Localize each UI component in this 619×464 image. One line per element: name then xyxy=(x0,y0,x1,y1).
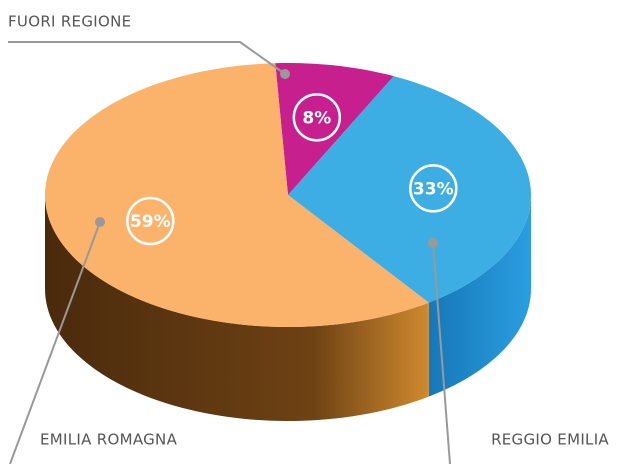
leader-dot xyxy=(95,217,105,227)
pie-side xyxy=(428,195,531,397)
leader-dot xyxy=(428,238,438,248)
leader-line xyxy=(9,221,101,464)
pie-side xyxy=(45,195,429,421)
pie-slice xyxy=(275,63,394,195)
value-badge xyxy=(126,196,175,246)
pie-slice xyxy=(45,63,429,327)
leader-dot xyxy=(280,69,290,79)
category-label: FUORI REGIONE xyxy=(8,13,131,31)
category-label: EMILIA ROMAGNA xyxy=(40,431,178,449)
labels: 8% FUORI REGIONE 33% REGGIO EMILIA 59% EMILIA… xyxy=(8,13,609,464)
value-label: 59% xyxy=(130,212,171,232)
leader-line xyxy=(8,41,286,75)
leader-line xyxy=(432,242,451,464)
value-badge xyxy=(409,164,458,213)
category-label: REGGIO EMILIA xyxy=(491,431,609,449)
value-label: 33% xyxy=(413,179,454,199)
pie-tops xyxy=(45,63,531,327)
pie-sides xyxy=(45,195,531,421)
value-label: 8% xyxy=(302,108,331,128)
value-badge xyxy=(292,93,342,142)
